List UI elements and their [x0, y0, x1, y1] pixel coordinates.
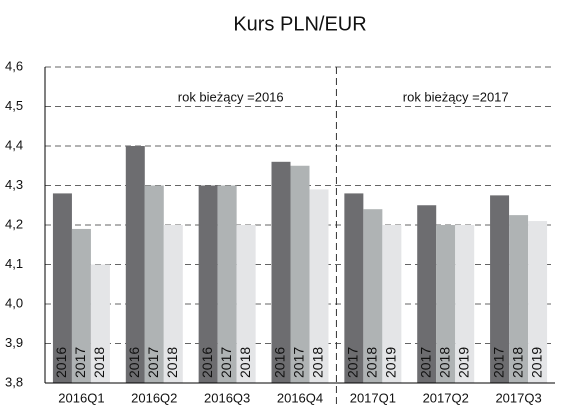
- annotation: rok bieżący =2016: [178, 89, 284, 104]
- chart-title: Kurs PLN/EUR: [233, 13, 366, 35]
- x-tick-label: 2017Q3: [495, 390, 541, 405]
- bar: [198, 185, 218, 383]
- bar-label: 2017: [345, 347, 361, 378]
- bar-label: 2019: [455, 347, 471, 378]
- x-tick-label: 2017Q1: [350, 390, 396, 405]
- y-tick-label: 4,3: [5, 177, 23, 192]
- bar-label: 2018: [164, 347, 180, 378]
- bar: [217, 185, 237, 383]
- bar-label: 2016: [126, 347, 142, 378]
- bar: [528, 221, 548, 383]
- bar: [52, 193, 72, 383]
- bar: [125, 146, 145, 383]
- bar-label: 2018: [310, 347, 326, 378]
- bar: [455, 225, 475, 383]
- bar-label: 2017: [218, 347, 234, 378]
- x-tick-label: 2017Q2: [423, 390, 469, 405]
- y-tick-label: 4,5: [5, 98, 23, 113]
- y-tick-label: 4,0: [5, 295, 23, 310]
- x-tick-label: 2016Q3: [204, 390, 250, 405]
- bar: [417, 205, 437, 383]
- bar: [163, 225, 183, 383]
- y-tick-label: 4,1: [5, 256, 23, 271]
- x-tick-label: 2016Q1: [58, 390, 104, 405]
- bar-label: 2017: [72, 347, 88, 378]
- y-tick-label: 4,6: [5, 58, 23, 73]
- bar-label: 2016: [53, 347, 69, 378]
- bar: [71, 228, 91, 383]
- bar-label: 2017: [145, 347, 161, 378]
- bar-label: 2017: [291, 347, 307, 378]
- bar: [382, 225, 402, 383]
- bar: [344, 193, 364, 383]
- bar: [363, 209, 383, 383]
- y-tick-label: 4,4: [5, 137, 23, 152]
- bar-label: 2018: [509, 347, 525, 378]
- x-tick-label: 2016Q2: [131, 390, 177, 405]
- bar: [290, 165, 310, 383]
- bar-label: 2016: [272, 347, 288, 378]
- bar-label: 2019: [383, 347, 399, 378]
- y-tick-label: 3,8: [5, 374, 23, 389]
- bar: [236, 225, 256, 383]
- bar: [90, 264, 110, 383]
- bar-label: 2016: [199, 347, 215, 378]
- bar: [271, 161, 291, 383]
- bar: [436, 225, 456, 383]
- bar-label: 2018: [436, 347, 452, 378]
- bar-label: 2018: [237, 347, 253, 378]
- x-tick-label: 2016Q4: [277, 390, 323, 405]
- bar: [309, 189, 329, 383]
- bar-label: 2018: [91, 347, 107, 378]
- bar-label: 2017: [490, 347, 506, 378]
- bar-label: 2019: [528, 347, 544, 378]
- annotation: rok bieżący =2017: [403, 89, 509, 104]
- bar: [509, 215, 529, 383]
- bar: [490, 195, 510, 383]
- bar-label: 2017: [417, 347, 433, 378]
- y-tick-label: 3,9: [5, 335, 23, 350]
- bar: [144, 185, 164, 383]
- y-tick-label: 4,2: [5, 216, 23, 231]
- bar-label: 2018: [364, 347, 380, 378]
